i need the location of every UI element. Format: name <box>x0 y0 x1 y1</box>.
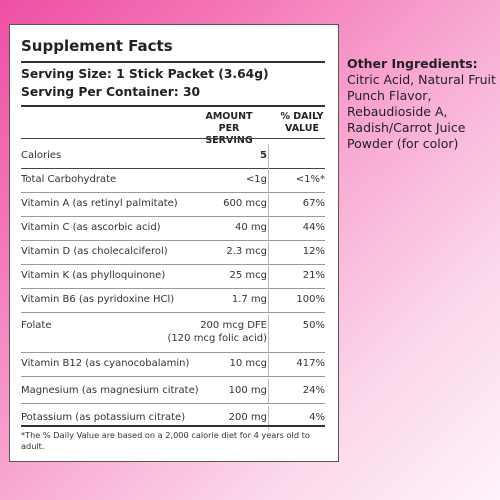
nutrient-amount: 5 <box>260 150 267 161</box>
nutrient-label: Folate <box>21 320 52 331</box>
other-ingredients-text: Citric Acid, Natural Fruit Punch Flavor,… <box>347 72 496 151</box>
dv-header-line2: VALUE <box>285 123 319 134</box>
nutrient-daily-value: 50% <box>302 320 325 331</box>
row-divider <box>21 168 325 169</box>
servings-per-container: Serving Per Container: 30 <box>21 85 201 99</box>
nutrient-label: Vitamin K (as phylloquinone) <box>21 270 166 281</box>
dv-header: % DAILY VALUE <box>272 111 332 135</box>
column-separator <box>268 379 269 403</box>
row-divider <box>21 288 325 289</box>
nutrient-label: Vitamin C (as ascorbic acid) <box>21 222 161 233</box>
panel-title: Supplement Facts <box>21 37 173 55</box>
amount-header-line1: AMOUNT <box>205 111 253 122</box>
nutrient-label: Vitamin D (as cholecalciferol) <box>21 246 168 257</box>
nutrient-amount: 200 mg <box>228 412 267 423</box>
nutrient-daily-value: 4% <box>309 412 325 423</box>
column-separator <box>268 314 269 352</box>
nutrient-daily-value: <1%* <box>295 174 325 185</box>
amount-header-line2: PER SERVING <box>205 123 253 146</box>
nutrient-label: Potassium (as potassium citrate) <box>21 412 186 423</box>
nutrient-daily-value: 100% <box>296 294 325 305</box>
nutrient-amount: 1.7 mg <box>231 294 267 305</box>
row-divider <box>21 192 325 193</box>
row-divider <box>21 376 325 377</box>
nutrient-label: Magnesium (as magnesium citrate) <box>21 385 199 396</box>
nutrient-label: Calories <box>21 150 62 161</box>
serving-size: Serving Size: 1 Stick Packet (3.64g) <box>21 67 269 81</box>
column-separator <box>268 264 269 288</box>
dv-header-line1: % DAILY <box>280 111 324 122</box>
column-separator <box>268 168 269 192</box>
nutrient-label: Total Carbohydrate <box>21 174 117 185</box>
nutrient-daily-value: 21% <box>302 270 325 281</box>
row-divider <box>21 352 325 353</box>
nutrient-daily-value: 44% <box>302 222 325 233</box>
column-separator <box>268 144 269 168</box>
nutrient-amount: 100 mg <box>228 385 267 396</box>
divider <box>21 105 325 107</box>
divider <box>21 425 325 427</box>
supplement-facts-panel: Supplement Facts Serving Size: 1 Stick P… <box>9 24 339 462</box>
nutrient-amount: 10 mcg <box>229 358 268 369</box>
nutrient-amount: <1g <box>245 174 267 185</box>
nutrient-amount: 25 mcg <box>229 270 268 281</box>
footnote: *The % Daily Value are based on a 2,000 … <box>21 430 310 451</box>
other-ingredients-heading: Other Ingredients: <box>347 56 478 71</box>
nutrient-daily-value: 24% <box>302 385 325 396</box>
nutrient-amount-detail: (120 mcg folic acid) <box>167 333 267 344</box>
row-divider <box>21 312 325 313</box>
nutrient-amount: 2.3 mcg <box>226 246 267 257</box>
other-ingredients: Other Ingredients: Citric Acid, Natural … <box>347 56 497 152</box>
row-divider <box>21 403 325 404</box>
column-separator <box>268 216 269 240</box>
row-divider <box>21 240 325 241</box>
row-divider <box>21 216 325 217</box>
nutrient-label: Vitamin A (as retinyl palmitate) <box>21 198 178 209</box>
nutrient-daily-value: 12% <box>302 246 325 257</box>
column-separator <box>268 352 269 376</box>
nutrient-label: Vitamin B6 (as pyridoxine HCl) <box>21 294 175 305</box>
column-separator <box>268 240 269 264</box>
nutrient-amount: 200 mcg DFE <box>200 320 267 331</box>
column-separator <box>268 288 269 312</box>
divider <box>21 138 325 139</box>
nutrient-label: Vitamin B12 (as cyanocobalamin) <box>21 358 190 369</box>
amount-header: AMOUNT PER SERVING <box>196 111 262 147</box>
column-separator <box>268 192 269 216</box>
nutrient-daily-value: 417% <box>296 358 325 369</box>
nutrient-amount: 600 mcg <box>223 198 267 209</box>
nutrient-amount: 40 mg <box>235 222 267 233</box>
nutrient-daily-value: 67% <box>302 198 325 209</box>
row-divider <box>21 264 325 265</box>
divider <box>21 61 325 63</box>
column-separator <box>268 406 269 430</box>
